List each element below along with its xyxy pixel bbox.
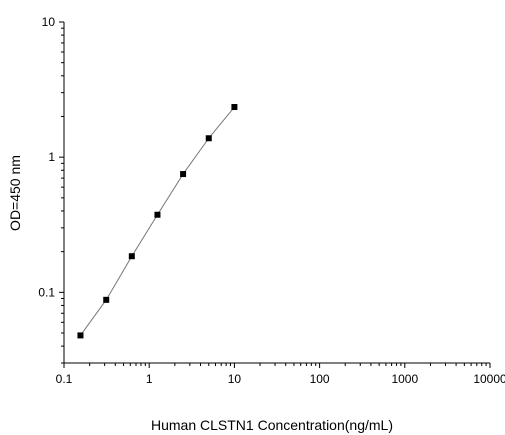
- x-tick-label: 10: [228, 372, 242, 386]
- data-point: [103, 296, 110, 303]
- data-point: [205, 135, 212, 142]
- axes: 0.1 1 10 100 1000 10000 0.1 1 10: [38, 15, 505, 386]
- x-tick-label: 0.1: [56, 372, 73, 386]
- y-tick-label: 1: [48, 150, 55, 164]
- x-tick-label: 10000: [473, 372, 505, 386]
- data-point: [77, 332, 84, 339]
- data-point: [231, 104, 238, 111]
- y-tick-label: 10: [42, 15, 56, 29]
- x-tick-label: 1: [146, 372, 153, 386]
- data-point: [128, 253, 135, 260]
- labels-layer: Human CLSTN1 Concentration(ng/mL) OD=450…: [7, 155, 393, 433]
- x-tick-label: 100: [310, 372, 330, 386]
- data-point: [180, 171, 187, 178]
- y-tick-label: 0.1: [38, 285, 55, 299]
- x-axis-label: Human CLSTN1 Concentration(ng/mL): [151, 417, 393, 433]
- y-axis-label: OD=450 nm: [7, 155, 23, 231]
- data-points-layer: [77, 104, 238, 339]
- x-tick-label: 1000: [391, 372, 418, 386]
- data-point: [154, 211, 161, 218]
